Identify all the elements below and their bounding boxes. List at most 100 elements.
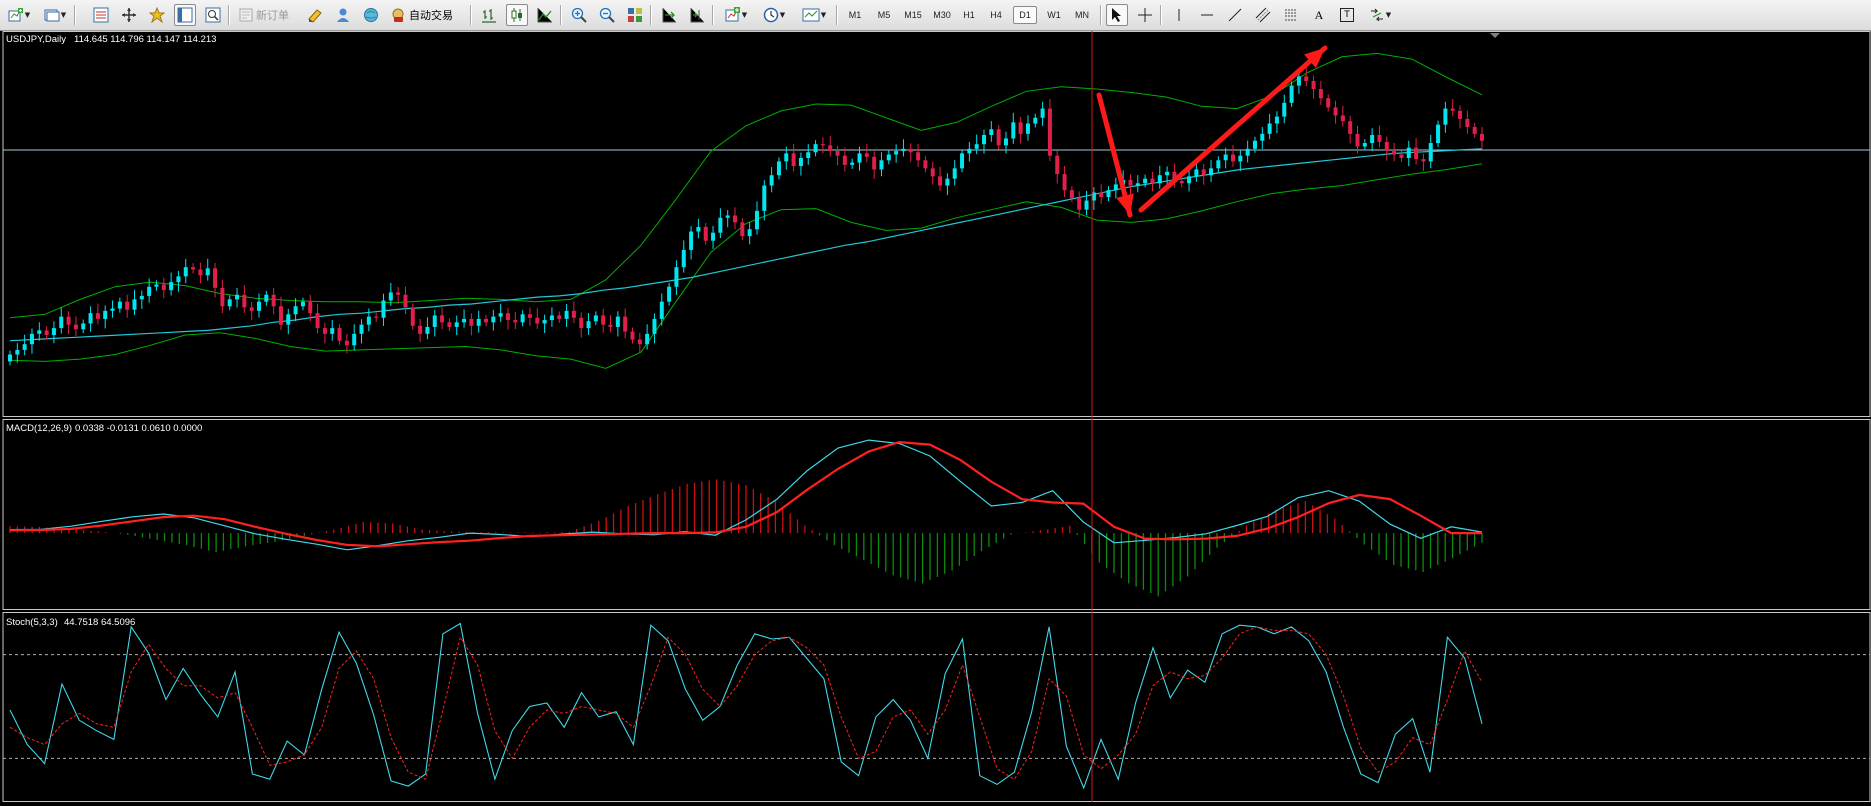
bear-candle-body [996, 129, 1001, 146]
bear-candle-body [1062, 174, 1067, 191]
bear-candle-body [1399, 154, 1404, 158]
new-chart-button[interactable]: ▼ [4, 4, 34, 26]
equidistant-channel-tool-button[interactable] [1252, 4, 1274, 26]
bull-candle-body [462, 318, 467, 323]
bull-candle-body [256, 301, 261, 311]
bull-candle-body [132, 299, 137, 310]
templates-button[interactable]: ▼ [798, 4, 830, 26]
signals-button[interactable] [332, 4, 354, 26]
timeframe-h1[interactable]: H1 [963, 10, 975, 20]
bull-candle-body [7, 354, 13, 362]
toolbar-separator [836, 5, 838, 25]
timeframe-m1[interactable]: M1 [848, 10, 862, 20]
chart-shift-button[interactable] [686, 4, 708, 26]
bear-candle-body [1069, 190, 1074, 199]
bollinger-lower-line [9, 163, 1483, 369]
bear-candle-body [337, 328, 342, 341]
bear-candle-body [733, 215, 738, 223]
timeframe-d1[interactable]: D1 [1013, 6, 1037, 24]
tile-windows-button[interactable] [624, 4, 646, 26]
bear-candle-body [1304, 76, 1309, 81]
text-label-icon: T [1340, 8, 1354, 22]
timeframe-m5[interactable]: M5 [877, 10, 891, 20]
down-arrow-shaft [1096, 92, 1133, 218]
bear-candle-body [637, 339, 642, 345]
zoom-in-button[interactable] [568, 4, 590, 26]
autotrade-button[interactable]: 自动交易 [388, 4, 456, 26]
chart-canvas[interactable]: USDJPY,Daily 114.645 114.796 114.147 114… [0, 31, 1871, 802]
timeframe-m30[interactable]: M30 [933, 10, 951, 20]
bull-candle-body [879, 160, 884, 170]
macd-panel-values: 0.0338 -0.0131 0.0610 0.0000 [75, 423, 202, 434]
bull-candle-body [754, 210, 759, 230]
bull-candle-body [652, 318, 657, 334]
bull-candle-body [1428, 143, 1433, 162]
arrows-tool-button[interactable]: ▼ [1364, 4, 1396, 26]
bull-candle-body [586, 321, 591, 329]
terminal-window-icon [177, 7, 193, 23]
timeframe-h4[interactable]: H4 [990, 10, 1002, 20]
text-tool-button[interactable]: A [1308, 4, 1330, 26]
bear-candle-body [1201, 169, 1206, 176]
bear-candle-body [908, 148, 913, 153]
vertical-line-tool-button[interactable] [1168, 4, 1190, 26]
profiles-button[interactable]: ▼ [40, 4, 70, 26]
fibonacci-tool-button[interactable] [1280, 4, 1302, 26]
chart-window[interactable]: USDJPY,Daily 114.645 114.796 114.147 114… [0, 31, 1871, 802]
bull-candle-body [139, 295, 144, 300]
bear-candle-body [1018, 122, 1023, 134]
bull-candle-body [22, 344, 27, 350]
bear-candle-body [396, 292, 401, 295]
data-window-button[interactable] [118, 4, 140, 26]
bull-candle-body [1296, 76, 1301, 86]
bull-candle-body [1406, 147, 1411, 158]
bull-candle-body [1011, 122, 1016, 139]
market-button[interactable] [360, 4, 382, 26]
timeframe-mn[interactable]: MN [1075, 10, 1089, 20]
bear-candle-body [608, 324, 613, 327]
macd-lines [9, 439, 1483, 551]
timeframe-w1[interactable]: W1 [1047, 10, 1061, 20]
bull-candle-body [330, 328, 335, 334]
candlestick-chart-button[interactable] [506, 4, 528, 26]
bull-candle-body [952, 168, 957, 179]
strategy-tester-button[interactable] [202, 4, 224, 26]
macd-signal-line [9, 440, 1482, 548]
bear-candle-body [791, 153, 796, 167]
bull-candle-body [542, 320, 547, 324]
cursor-tool-button[interactable] [1106, 4, 1128, 26]
indicators-button[interactable]: ▼ [720, 4, 752, 26]
line-chart-button[interactable] [534, 4, 556, 26]
candlestick-icon [511, 8, 522, 22]
bull-candle-body [549, 315, 554, 321]
bar-chart-button[interactable] [478, 4, 500, 26]
up-arrow-head [1304, 48, 1325, 68]
navigator-button[interactable] [146, 4, 168, 26]
cursor-icon [1112, 8, 1121, 22]
zoom-out-button[interactable] [596, 4, 618, 26]
bull-candle-body [15, 349, 20, 355]
bear-candle-body [1414, 147, 1419, 160]
periods-button[interactable]: ▼ [758, 4, 790, 26]
chart-shift-marker[interactable] [1490, 33, 1500, 38]
bull-candle-body [117, 301, 122, 309]
toolbar-separator [712, 5, 714, 25]
text-label-tool-button[interactable]: T [1336, 4, 1358, 26]
crosshair-tool-button[interactable] [1134, 4, 1156, 26]
trend-arrows[interactable] [1096, 45, 1328, 218]
bull-candle-body [659, 301, 664, 319]
trendline-tool-button[interactable] [1224, 4, 1246, 26]
bear-candle-body [513, 320, 518, 323]
market-watch-button[interactable] [90, 4, 112, 26]
bull-candle-body [615, 316, 620, 327]
bull-candle-body [901, 148, 906, 152]
new-order-button[interactable]: 新订单 [236, 4, 292, 26]
horizontal-line-tool-button[interactable] [1196, 4, 1218, 26]
bull-candle-body [711, 232, 716, 241]
terminal-button[interactable] [174, 4, 196, 26]
line-chart-icon [537, 8, 552, 23]
main-panel-ohlc: 114.645 114.796 114.147 114.213 [74, 34, 216, 45]
metaeditor-button[interactable] [304, 4, 326, 26]
auto-scroll-button[interactable] [658, 4, 680, 26]
timeframe-m15[interactable]: M15 [904, 10, 922, 20]
